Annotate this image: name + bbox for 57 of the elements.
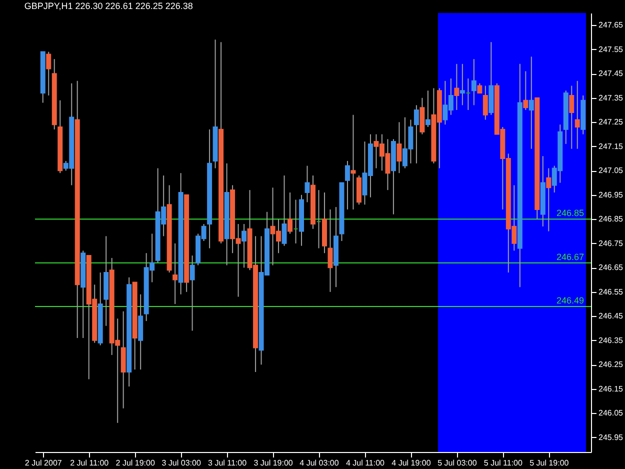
candlestick — [528, 56, 534, 150]
candlestick — [172, 242, 178, 305]
candlestick — [482, 85, 488, 120]
candlestick — [569, 85, 574, 150]
x-tick-label: 2 Jul 2007 — [24, 458, 62, 468]
y-tick-label: 246.25 — [598, 360, 624, 370]
y-tick-label: 246.35 — [598, 336, 624, 345]
y-tick-label: 246.05 — [598, 408, 624, 418]
y-tick-label: 247.25 — [598, 118, 624, 127]
y-tick-label: 247.55 — [598, 44, 624, 54]
candlestick — [46, 51, 52, 96]
candlestick — [242, 224, 247, 268]
y-tick-label: 246.45 — [598, 312, 624, 321]
candlestick — [396, 122, 402, 174]
candlestick — [282, 175, 287, 246]
x-tick-label: 5 Jul 19:00 — [530, 458, 570, 468]
candlestick — [414, 104, 419, 164]
candlestick — [471, 58, 476, 106]
x-tick-label: 4 Jul 11:00 — [346, 458, 386, 468]
y-tick-label: 246.85 — [598, 214, 624, 224]
y-tick-label: 247.45 — [598, 69, 624, 78]
candlestick — [523, 70, 528, 111]
candlestick — [454, 63, 460, 111]
chart-title: GBPJPY,H1 226.30 226.61 226.25 226.38 — [24, 1, 193, 11]
candlestick — [288, 192, 293, 234]
x-tick-label: 5 Jul 03:00 — [438, 458, 478, 468]
candlestick — [304, 165, 310, 203]
x-tick-label: 4 Jul 19:00 — [392, 458, 432, 468]
y-tick-label: 247.35 — [598, 93, 624, 102]
candlestick — [350, 114, 356, 210]
x-tick-label: 5 Jul 11:00 — [484, 458, 523, 468]
x-tick-label: 4 Jul 03:00 — [300, 458, 340, 468]
candlestick — [344, 160, 350, 210]
y-tick-label: 246.55 — [598, 287, 624, 296]
y-tick-label: 247.65 — [598, 20, 624, 30]
x-tick-label: 3 Jul 03:00 — [162, 458, 202, 468]
ref-line-label: 246.67 — [556, 252, 584, 262]
y-tick-label: 245.95 — [598, 432, 624, 442]
y-tick-label: 246.95 — [598, 190, 624, 200]
ref-line-label: 246.85 — [556, 208, 584, 218]
x-tick-label: 3 Jul 19:00 — [254, 458, 294, 468]
x-tick-label: 3 Jul 11:00 — [208, 458, 248, 468]
candlestick — [328, 208, 333, 292]
y-tick-label: 247.05 — [598, 166, 624, 176]
candlestick — [190, 255, 195, 332]
y-tick-label: 246.75 — [598, 238, 624, 248]
candlestick — [546, 168, 552, 232]
candlestick — [460, 63, 465, 106]
ref-line-label: 246.49 — [556, 295, 584, 306]
y-tick-label: 246.65 — [598, 263, 624, 272]
y-tick-label: 246.15 — [598, 384, 624, 394]
candlestick — [574, 80, 580, 150]
x-tick-label: 2 Jul 11:00 — [70, 458, 110, 468]
x-tick-label: 2 Jul 19:00 — [116, 458, 156, 468]
candlestick — [477, 82, 482, 94]
y-tick-label: 247.15 — [598, 142, 624, 151]
candlestick — [425, 90, 430, 128]
